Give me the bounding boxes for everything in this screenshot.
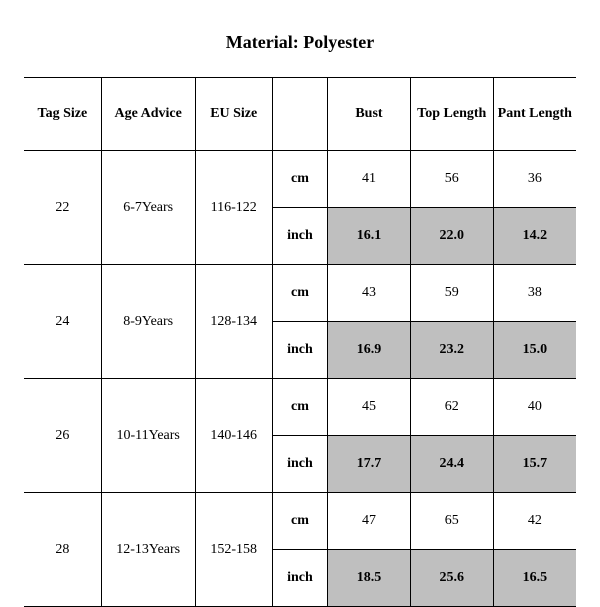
cell-bust-cm: 41 bbox=[328, 151, 411, 208]
cell-pant-in: 14.2 bbox=[493, 208, 576, 265]
cell-unit-inch: inch bbox=[272, 436, 327, 493]
cell-pant-in: 16.5 bbox=[493, 550, 576, 607]
col-top-length: Top Length bbox=[410, 78, 493, 151]
cell-eu-size: 128-134 bbox=[195, 265, 272, 379]
cell-tag-size: 22 bbox=[24, 151, 101, 265]
cell-pant-cm: 40 bbox=[493, 379, 576, 436]
cell-top-in: 22.0 bbox=[410, 208, 493, 265]
col-age-advice: Age Advice bbox=[101, 78, 195, 151]
cell-bust-in: 18.5 bbox=[328, 550, 411, 607]
col-unit bbox=[272, 78, 327, 151]
cell-bust-in: 16.1 bbox=[328, 208, 411, 265]
page: Material: Polyester Tag Size Age Advice … bbox=[0, 0, 600, 600]
size-table: Tag Size Age Advice EU Size Bust Top Len… bbox=[24, 77, 576, 607]
table-header-row: Tag Size Age Advice EU Size Bust Top Len… bbox=[24, 78, 576, 151]
cell-age-advice: 10-11Years bbox=[101, 379, 195, 493]
page-title: Material: Polyester bbox=[24, 32, 576, 53]
cell-bust-cm: 45 bbox=[328, 379, 411, 436]
cell-unit-cm: cm bbox=[272, 265, 327, 322]
cell-age-advice: 8-9Years bbox=[101, 265, 195, 379]
cell-top-cm: 56 bbox=[410, 151, 493, 208]
cell-top-in: 25.6 bbox=[410, 550, 493, 607]
cell-pant-in: 15.7 bbox=[493, 436, 576, 493]
col-eu-size: EU Size bbox=[195, 78, 272, 151]
cell-age-advice: 6-7Years bbox=[101, 151, 195, 265]
cell-pant-cm: 38 bbox=[493, 265, 576, 322]
cell-tag-size: 24 bbox=[24, 265, 101, 379]
cell-top-cm: 62 bbox=[410, 379, 493, 436]
cell-pant-cm: 42 bbox=[493, 493, 576, 550]
table-row: 24 8-9Years 128-134 cm 43 59 38 bbox=[24, 265, 576, 322]
cell-top-cm: 59 bbox=[410, 265, 493, 322]
cell-top-in: 24.4 bbox=[410, 436, 493, 493]
cell-eu-size: 116-122 bbox=[195, 151, 272, 265]
table-row: 22 6-7Years 116-122 cm 41 56 36 bbox=[24, 151, 576, 208]
cell-pant-cm: 36 bbox=[493, 151, 576, 208]
cell-unit-cm: cm bbox=[272, 151, 327, 208]
cell-top-cm: 65 bbox=[410, 493, 493, 550]
cell-unit-cm: cm bbox=[272, 379, 327, 436]
cell-eu-size: 140-146 bbox=[195, 379, 272, 493]
col-tag-size: Tag Size bbox=[24, 78, 101, 151]
cell-tag-size: 28 bbox=[24, 493, 101, 607]
cell-top-in: 23.2 bbox=[410, 322, 493, 379]
cell-bust-in: 16.9 bbox=[328, 322, 411, 379]
cell-bust-cm: 47 bbox=[328, 493, 411, 550]
cell-bust-in: 17.7 bbox=[328, 436, 411, 493]
cell-unit-inch: inch bbox=[272, 322, 327, 379]
cell-pant-in: 15.0 bbox=[493, 322, 576, 379]
cell-bust-cm: 43 bbox=[328, 265, 411, 322]
cell-unit-inch: inch bbox=[272, 550, 327, 607]
cell-tag-size: 26 bbox=[24, 379, 101, 493]
col-pant-length: Pant Length bbox=[493, 78, 576, 151]
col-bust: Bust bbox=[328, 78, 411, 151]
table-row: 26 10-11Years 140-146 cm 45 62 40 bbox=[24, 379, 576, 436]
cell-age-advice: 12-13Years bbox=[101, 493, 195, 607]
table-row: 28 12-13Years 152-158 cm 47 65 42 bbox=[24, 493, 576, 550]
cell-eu-size: 152-158 bbox=[195, 493, 272, 607]
cell-unit-inch: inch bbox=[272, 208, 327, 265]
cell-unit-cm: cm bbox=[272, 493, 327, 550]
